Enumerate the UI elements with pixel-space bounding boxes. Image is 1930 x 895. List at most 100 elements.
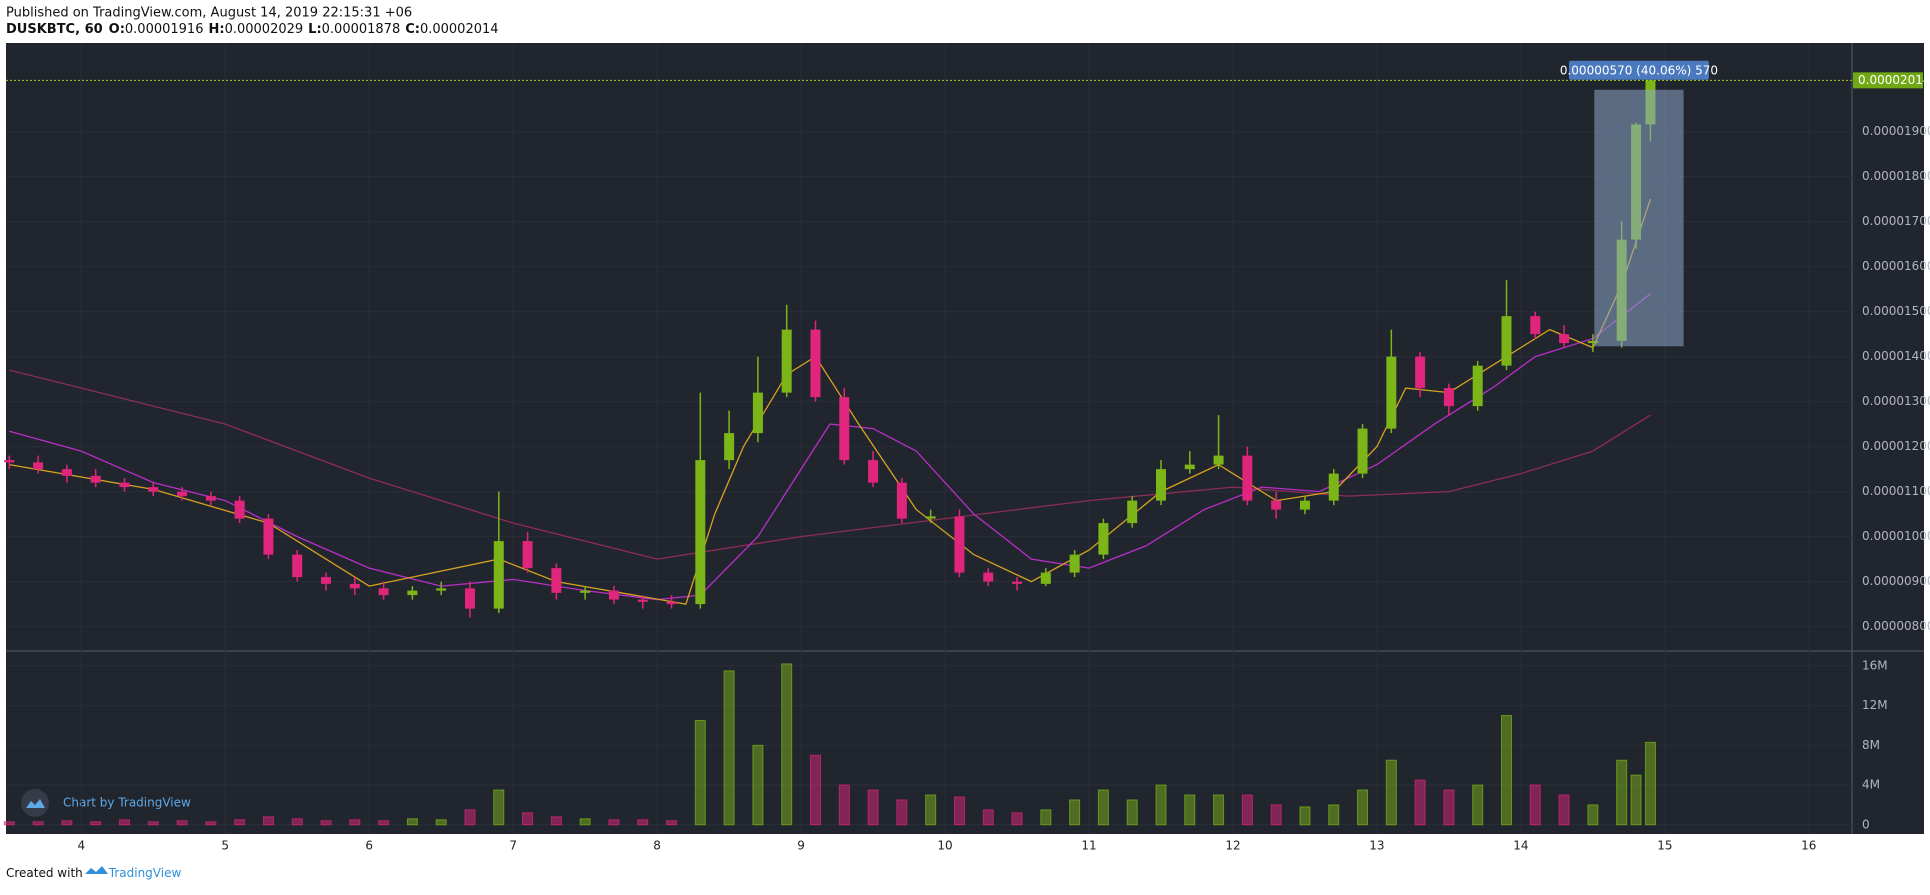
candle-body (4, 460, 15, 463)
symbol-line: DUSKBTC, 60 O:0.00001916 H:0.00002029 L:0.0… (6, 22, 499, 37)
volume-bar (694, 720, 706, 826)
last-price-label: 0.00002014 (1858, 73, 1930, 87)
volume-bar (1328, 804, 1340, 826)
candle-body (1213, 455, 1224, 465)
candle-body (349, 583, 360, 589)
candle-body (839, 397, 850, 461)
candle-body (781, 329, 792, 393)
y-tick-label: 0.00000900 (1862, 574, 1930, 588)
ohlc-value: 0.00002014 (420, 22, 499, 37)
volume-bar (61, 820, 73, 826)
volume-bar (925, 794, 937, 826)
last-price-tag (1853, 72, 1923, 89)
footer-logo (85, 866, 108, 874)
watermark[interactable]: Chart by TradingView (63, 796, 191, 810)
volume-bar (1500, 715, 1512, 826)
volume-bar (838, 784, 850, 826)
volume-bar (349, 819, 361, 826)
x-tick-label: 12 (1225, 839, 1240, 853)
volume-bar (1097, 789, 1109, 826)
candle-body (1012, 581, 1023, 584)
x-tick-label: 10 (937, 839, 952, 853)
volume-bar (867, 789, 879, 826)
volume-bar (1587, 804, 1599, 826)
footer-brand[interactable]: TradingView (108, 866, 182, 880)
volume-bar (666, 820, 678, 826)
volume-bar (608, 819, 620, 826)
volume-bar (1616, 759, 1628, 826)
volume-bar (90, 821, 102, 826)
candle-body (1386, 356, 1397, 429)
x-tick-label: 13 (1369, 839, 1384, 853)
volume-bar (1069, 799, 1081, 826)
y-tick-label: 0.00001600 (1862, 259, 1930, 273)
volume-bar (1299, 806, 1311, 826)
volume-bar (723, 670, 735, 826)
y2-tick-label: 16M (1862, 658, 1888, 672)
candle-body (148, 487, 159, 492)
volume-bar (1529, 784, 1541, 826)
volume-bar (262, 816, 274, 826)
candle-body (580, 590, 591, 593)
volume-bar (1443, 789, 1455, 826)
symbol: DUSKBTC, 60 (6, 22, 103, 37)
candle-body (666, 601, 677, 605)
volume-bar (579, 818, 591, 826)
volume-bar (3, 821, 15, 826)
candle-body (90, 475, 101, 483)
candle-body (177, 491, 188, 497)
volume-bar (1630, 774, 1642, 826)
volume-bar (781, 663, 793, 826)
ohlc-label: O: (109, 22, 125, 37)
volume-bar (234, 819, 246, 826)
candle-body (1587, 340, 1598, 344)
volume-bar (435, 819, 447, 826)
candle-body (752, 392, 763, 434)
candle-body (925, 516, 936, 519)
volume-bar (1155, 784, 1167, 826)
volume-bar (1414, 779, 1426, 826)
published-line: Published on TradingView.com, August 14,… (6, 6, 412, 21)
candle-body (234, 500, 245, 519)
measure-label: 0.00000570 (40.06%) 570 (1560, 63, 1718, 77)
volume-bar (953, 796, 965, 826)
footer-created: Created with (6, 866, 83, 880)
candle-body (1299, 500, 1310, 510)
volume-bar (320, 820, 332, 826)
y2-tick-label: 0 (1862, 817, 1870, 831)
moving-average (9, 369, 1651, 560)
candle-body (205, 496, 216, 501)
y-tick-label: 0.00001200 (1862, 439, 1930, 453)
candle-body (493, 541, 504, 609)
candle-body (119, 482, 130, 488)
ohlc-label: L: (308, 22, 321, 37)
candle-body (1443, 388, 1454, 407)
y2-tick-label: 4M (1862, 778, 1880, 792)
plot-background (6, 43, 1852, 834)
measure-box (1594, 89, 1684, 347)
volume-bar (464, 809, 476, 826)
volume-bar (32, 821, 44, 826)
y-tick-label: 0.00001000 (1862, 529, 1930, 543)
candle-body (1040, 572, 1051, 584)
candle-body (608, 590, 619, 600)
volume-bar (522, 812, 534, 826)
volume-bar (147, 821, 159, 826)
candle-body (637, 599, 648, 602)
candle-body (1559, 334, 1570, 344)
candle-body (263, 518, 274, 555)
volume-bar (205, 821, 217, 826)
volume-bar (176, 820, 188, 826)
moving-average (9, 293, 1651, 601)
y2-tick-label: 12M (1862, 698, 1888, 712)
candle-body (1271, 500, 1282, 510)
volume-bar (550, 816, 562, 826)
volume-bar (1558, 794, 1570, 826)
x-tick-label: 7 (509, 839, 517, 853)
candle-body (33, 462, 44, 470)
ohlc-value: 0.00002029 (225, 22, 304, 37)
volume-bar (1184, 794, 1196, 826)
candle-body (1472, 365, 1483, 407)
y-tick-label: 0.00001800 (1862, 169, 1930, 183)
